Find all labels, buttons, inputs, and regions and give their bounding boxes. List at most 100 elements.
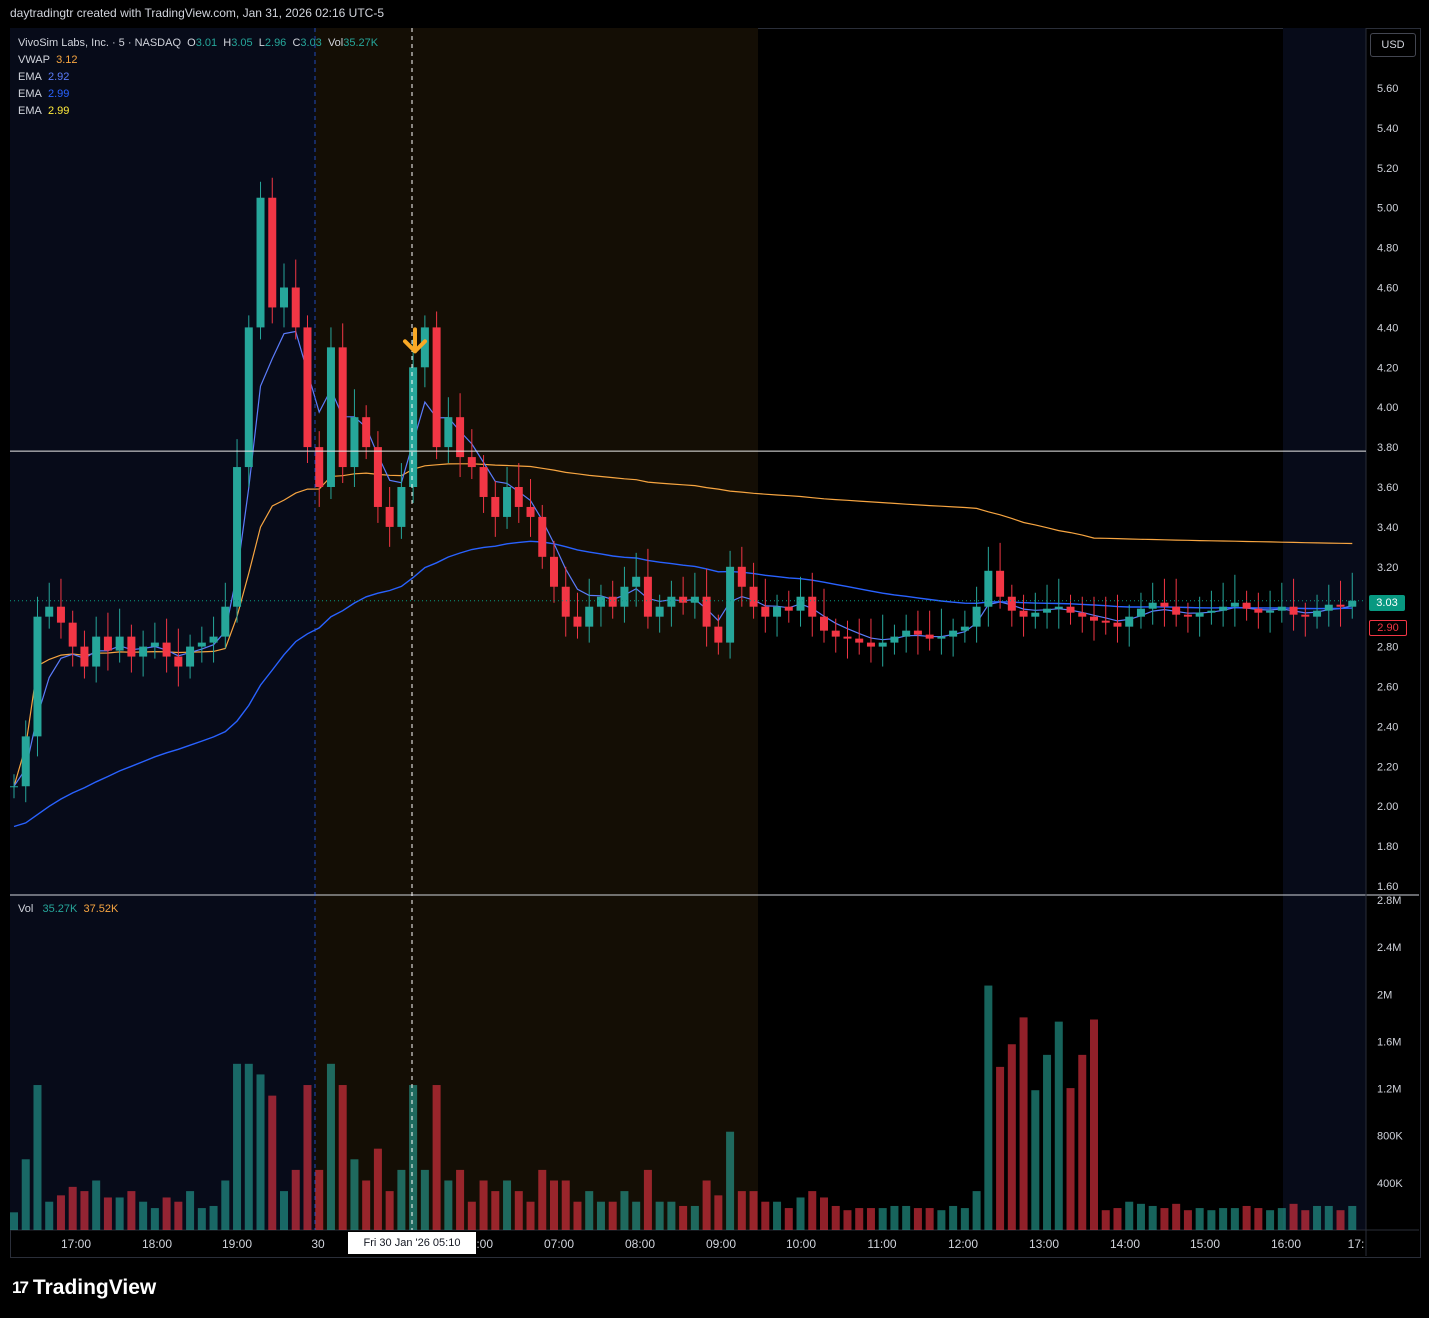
indicator-ema-3[interactable]: EMA 2.99 [18,103,378,120]
volume-bar [1336,1210,1345,1230]
candle-body [714,626,723,643]
down-arrow-icon [403,327,427,354]
volume-bar [573,1201,582,1230]
candle-body [996,570,1005,597]
volume-bar [538,1169,547,1230]
volume-bar [244,1063,253,1230]
candle-body [1066,606,1075,613]
volume-bar [632,1201,641,1230]
volume-bar [362,1180,371,1230]
candle-body [491,496,500,517]
candle-body [115,636,124,651]
indicator-ema-2[interactable]: EMA 2.99 [18,86,378,103]
volume-bar [1301,1210,1310,1230]
indicator-value: 2.99 [47,88,70,100]
volume-bar [1348,1205,1357,1230]
time-tick-label: 14:00 [1110,1237,1140,1251]
volume-bar [526,1201,535,1230]
time-tick-label: 15:00 [1190,1237,1220,1251]
volume-bar [491,1191,500,1230]
high-value: 3.05 [231,37,253,49]
volume-bar [878,1208,887,1230]
candle-body [1090,616,1098,621]
candle-body [197,642,206,647]
indicator-ema-1[interactable]: EMA 2.92 [18,69,378,86]
candle-body [937,636,946,639]
volume-bar [1078,1054,1087,1230]
volume-bar [268,1095,277,1230]
volume-bar [1136,1203,1145,1230]
candle-body [679,596,688,603]
volume-bar [432,1085,441,1230]
volume-bar [409,1085,418,1230]
candle-body [550,556,558,587]
candle-body [221,606,230,637]
indicator-vwap[interactable]: VWAP 3.12 [18,52,378,69]
tradingview-logo-icon: 17 [12,1278,29,1297]
volume-bar [714,1195,723,1230]
volume-bar [820,1197,828,1230]
price-tick-label: 3.80 [1377,442,1398,454]
candle-body [45,606,54,617]
candle-body [643,576,652,617]
candle-body [479,467,488,497]
candle-body [784,606,793,611]
volume-bar [737,1191,746,1230]
candle-body [925,634,934,639]
volume-bar [761,1201,770,1230]
low-label: L [258,37,265,49]
volume-tick-label: 2.8M [1377,895,1401,907]
price-tick-label: 2.00 [1377,801,1398,813]
volume-bar [643,1169,652,1230]
tradingview-brand[interactable]: 17 TradingView [12,1276,156,1300]
time-tick-label: 16:00 [1271,1237,1301,1251]
volume-bar [831,1205,840,1230]
open-label: O [187,37,196,49]
currency-button[interactable]: USD [1370,33,1416,57]
volume-bar [1101,1210,1110,1230]
candle-body [1195,612,1204,617]
time-tick-label: 18:00 [142,1237,172,1251]
candle-body [315,447,324,487]
volume-bar [1043,1054,1052,1230]
volume-bar [1242,1205,1251,1230]
candle-body [1301,614,1310,617]
candle-body [667,596,676,607]
volume-bar [10,1212,18,1230]
volume-bar [726,1131,735,1230]
ema-price-tag: 2.90 [1369,620,1407,636]
volume-bar [996,1066,1005,1230]
candle-body [655,606,664,617]
candle-body [1207,610,1216,613]
candle-body [949,630,958,637]
volume-bar [550,1180,558,1230]
indicator-value: 2.92 [47,71,70,83]
candle-body [139,646,148,657]
volume-bar [608,1201,617,1230]
candle-body [1031,612,1040,617]
volume-tick-label: 1.6M [1377,1036,1401,1048]
candle-body [843,636,852,639]
price-chart[interactable]: 5.60 5.40 5.20 5.00 4.80 4.60 4.40 4.20 4.00 3.80… [10,28,1419,1256]
candle-body [1054,606,1063,609]
candle-body [596,596,605,607]
indicator-name: VWAP [18,54,50,66]
volume-legend[interactable]: Vol 35.27K 37.52K [18,903,118,915]
candle-body [526,506,535,517]
candle-body [350,417,359,468]
volume-bar [702,1180,711,1230]
price-tick-label: 4.40 [1377,322,1398,334]
candle-body [808,596,817,617]
volume-bar [1007,1044,1016,1230]
volume-bar [1313,1205,1322,1230]
time-tick-label: 12:00 [948,1237,978,1251]
indicator-value: 3.12 [56,54,78,66]
volume-bar [1289,1203,1298,1230]
candle-body [1113,622,1122,627]
open-value: 3.01 [195,37,218,49]
candle-body [291,287,300,328]
time-tick-label: 17: [1348,1237,1365,1251]
brand-name: TradingView [32,1276,157,1299]
volume-tick-label: 800K [1377,1131,1403,1143]
symbol-label[interactable]: VivoSim Labs, Inc. · 5 · NASDAQ [18,37,182,49]
